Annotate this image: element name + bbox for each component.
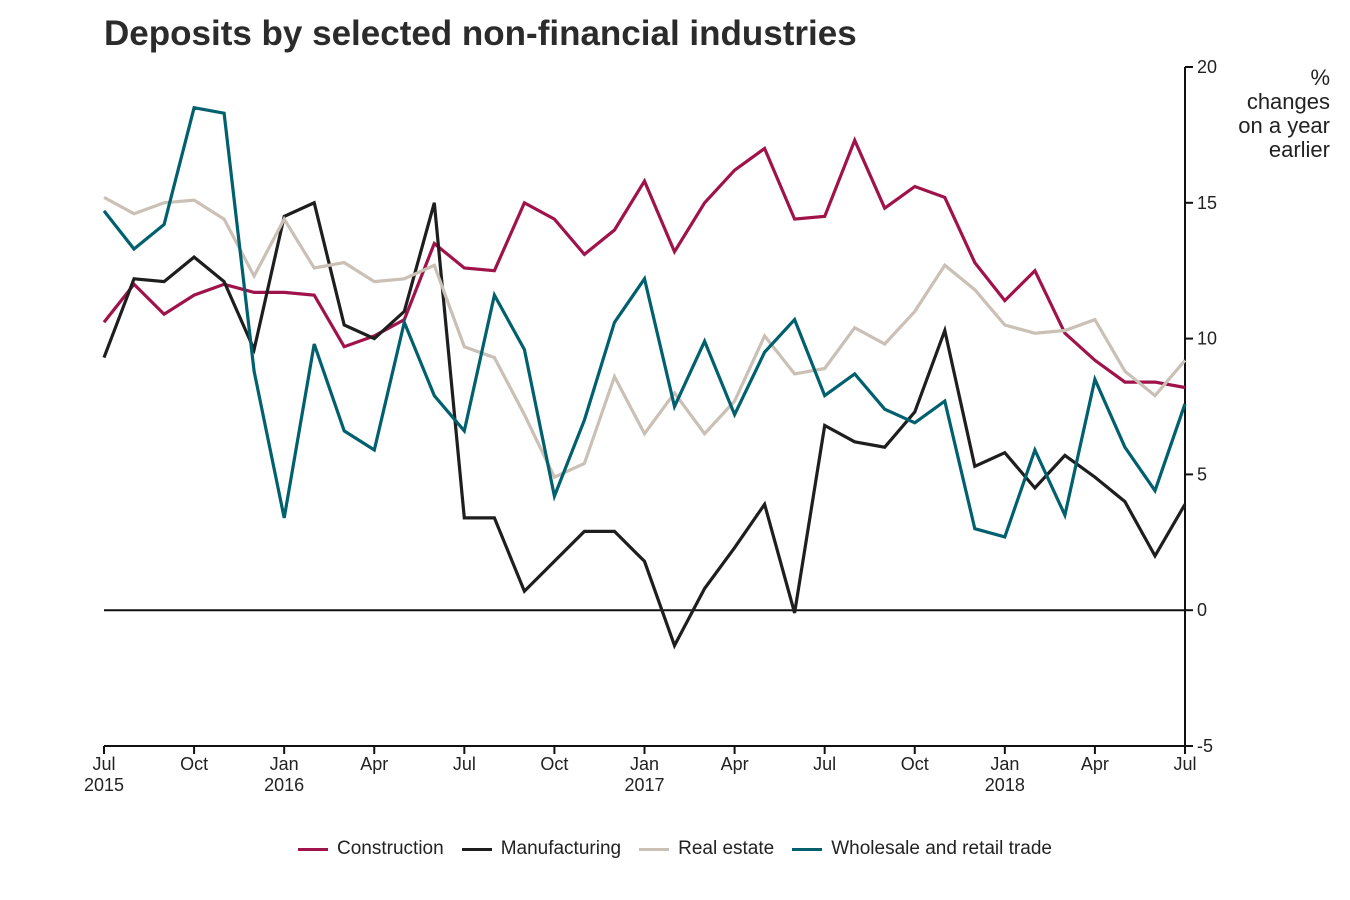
y-tick-label: 5: [1197, 464, 1207, 484]
x-tick-label: Jan: [630, 754, 659, 774]
x-tick-label: Jul: [1173, 754, 1196, 774]
legend-swatch: [461, 847, 492, 851]
y-tick-label: 15: [1197, 193, 1217, 213]
series-line-wholesale-and-retail-trade: [102, 105, 1187, 539]
x-tick-label: Jan: [270, 754, 299, 774]
x-tick-year-label: 2018: [985, 775, 1025, 795]
x-tick-label: Apr: [360, 754, 388, 774]
series-line-real-estate: [103, 195, 1187, 480]
x-tick-label: Oct: [180, 754, 208, 774]
legend-swatch: [639, 847, 670, 851]
legend-item-wholesale-and-retail-trade: Wholesale and retail trade: [792, 838, 1052, 860]
y-tick-label: -5: [1197, 736, 1213, 756]
legend-label: Wholesale and retail trade: [831, 838, 1052, 859]
y-tick-label: 10: [1197, 329, 1217, 349]
x-tick-year-label: 2016: [264, 775, 304, 795]
legend: Construction Manufacturing Real estate Whol…: [0, 838, 1350, 860]
legend-item-manufacturing: Manufacturing: [461, 838, 622, 860]
chart-title: Deposits by selected non-financial indus…: [104, 14, 857, 53]
x-tick-label: Oct: [901, 754, 929, 774]
x-tick-label: Jul: [453, 754, 476, 774]
x-tick-label: Oct: [540, 754, 568, 774]
x-tick-year-label: 2015: [84, 775, 124, 795]
y-axis-unit-label: % changes on a year earlier: [1238, 65, 1330, 162]
series-lines: [102, 105, 1187, 650]
series-line-construction: [102, 136, 1186, 390]
legend-label: Real estate: [678, 838, 775, 859]
y-tick-label: 0: [1197, 600, 1207, 620]
x-tick-year-label: 2017: [624, 775, 664, 795]
legend-swatch: [298, 847, 329, 851]
y-tick-label: 20: [1197, 57, 1217, 77]
x-tick-label: Apr: [721, 754, 749, 774]
legend-label: Manufacturing: [500, 838, 622, 859]
x-tick-label: Jul: [813, 754, 836, 774]
legend-swatch: [792, 847, 823, 851]
legend-item-construction: Construction: [298, 838, 444, 860]
x-tick-label: Jan: [990, 754, 1019, 774]
legend-item-real-estate: Real estate: [639, 838, 774, 860]
x-tick-label: Apr: [1081, 754, 1109, 774]
legend-label: Construction: [337, 838, 444, 859]
x-tick-label: Jul: [92, 754, 115, 774]
